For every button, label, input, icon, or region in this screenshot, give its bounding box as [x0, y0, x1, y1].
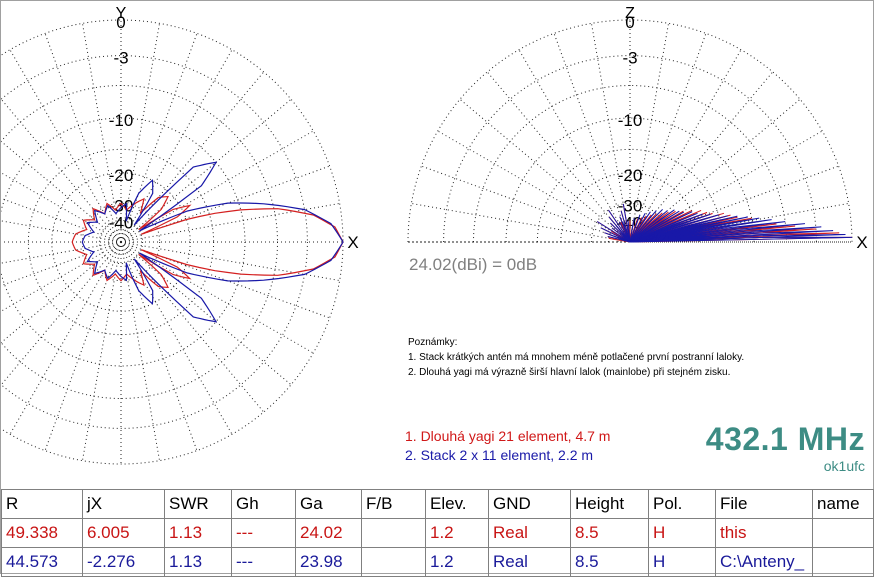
cell-gnd: Real	[489, 519, 571, 548]
azimuth-grid-spoke	[1, 242, 121, 385]
col-header-gnd[interactable]: GND	[489, 490, 571, 519]
azimuth-ring-label: -10	[109, 111, 134, 130]
col-header-r[interactable]: R	[2, 490, 83, 519]
azimuth-ring-label: -40	[109, 213, 134, 232]
cell-height: 8.5	[571, 519, 649, 548]
azimuth-grid-spoke	[1, 242, 121, 318]
cell-file: this	[716, 519, 813, 548]
notes-heading: Poznámky:	[408, 335, 744, 350]
notes-panel: Poznámky: 1. Stack krátkých antén má mno…	[408, 335, 744, 380]
elevation-axis-top-label: Z	[625, 5, 635, 22]
cell-swr: 1.13	[165, 519, 232, 548]
col-header-jx[interactable]: jX	[83, 490, 165, 519]
cell-ga: 23.98	[296, 548, 362, 577]
azimuth-grid-spoke	[121, 131, 313, 242]
cell-fb	[362, 519, 426, 548]
col-header-name[interactable]: name	[813, 490, 874, 519]
table-header-row: R jX SWR Gh Ga F/B Elev. GND Height Pol.…	[2, 490, 874, 519]
azimuth-ring-label: -20	[109, 166, 134, 185]
cell-swr: 1.13	[165, 548, 232, 577]
elevation-grid-spoke	[411, 203, 630, 242]
elevation-grid-spoke	[487, 72, 630, 242]
results-table: R jX SWR Gh Ga F/B Elev. GND Height Pol.…	[1, 489, 874, 577]
cell-height: 8.5	[571, 548, 649, 577]
azimuth-grid-spoke	[1, 131, 121, 242]
callsign-label: ok1ufc	[824, 458, 865, 474]
table-row[interactable]: 49.338 6.005 1.13 --- 24.02 1.2 Real 8.5…	[2, 519, 874, 548]
note-line-1: 1. Stack krátkých antén má mnohem méně p…	[408, 350, 744, 365]
cell-jx: -2.276	[83, 548, 165, 577]
col-header-fb[interactable]: F/B	[362, 490, 426, 519]
note-line-2: 2. Dlouhá yagi má výrazně širší hlavní l…	[408, 365, 744, 380]
legend: 1. Dlouhá yagi 21 element, 4.7 m 2. Stac…	[405, 427, 610, 465]
azimuth-axis-right-label: X	[347, 233, 358, 252]
cell-gh: ---	[232, 519, 296, 548]
table-row[interactable]: 44.573 -2.276 1.13 --- 23.98 1.2 Real 8.…	[2, 548, 874, 577]
azimuth-grid-spoke	[1, 99, 121, 242]
cell-gnd: Real	[489, 548, 571, 577]
cell-pol: H	[649, 548, 716, 577]
legend-item-series-2: 2. Stack 2 x 11 element, 2.2 m	[405, 446, 610, 465]
cell-gh: ---	[232, 548, 296, 577]
azimuth-grid-spoke	[121, 99, 291, 242]
cell-jx: 6.005	[83, 519, 165, 548]
azimuth-grid-spoke	[121, 242, 313, 353]
elevation-axis-right-label: X	[856, 233, 867, 252]
elevation-grid-spoke	[438, 131, 630, 242]
azimuth-grid-ring-3	[1, 118, 245, 366]
azimuth-grid-spoke	[1, 242, 121, 353]
azimuth-grid-ring-2	[1, 85, 278, 398]
elevation-grid-spoke	[519, 50, 630, 242]
col-header-file[interactable]: File	[716, 490, 813, 519]
azimuth-grid-spoke	[121, 242, 340, 281]
cell-r: 44.573	[2, 548, 83, 577]
cell-file: C:\Anteny_	[716, 548, 813, 577]
cell-pol: H	[649, 519, 716, 548]
col-header-pol[interactable]: Pol.	[649, 490, 716, 519]
azimuth-ring-label: -3	[113, 49, 128, 68]
col-header-ga[interactable]: Ga	[296, 490, 362, 519]
legend-item-series-1: 1. Dlouhá yagi 21 element, 4.7 m	[405, 427, 610, 446]
gain-reference: 24.02(dBi) = 0dB	[409, 255, 537, 275]
col-header-height[interactable]: Height	[571, 490, 649, 519]
col-header-swr[interactable]: SWR	[165, 490, 232, 519]
azimuth-grid-spoke	[45, 242, 121, 451]
elevation-ring-label: -3	[622, 49, 637, 68]
azimuth-axis-top-label: Y	[116, 5, 127, 22]
azimuth-grid-spoke	[1, 203, 121, 242]
col-header-elev[interactable]: Elev.	[426, 490, 489, 519]
azimuth-grid-spoke	[1, 166, 121, 242]
cell-fb	[362, 548, 426, 577]
cell-ga: 24.02	[296, 519, 362, 548]
cell-r: 49.338	[2, 519, 83, 548]
cell-name	[813, 519, 874, 548]
frequency-label: 432.1 MHz	[706, 421, 865, 458]
cell-elev: 1.2	[426, 519, 489, 548]
col-header-gh[interactable]: Gh	[232, 490, 296, 519]
elevation-ring-label: -20	[618, 166, 643, 185]
cell-name	[813, 548, 874, 577]
elevation-ring-label: -10	[618, 111, 643, 130]
elevation-grid-spoke	[421, 166, 630, 242]
cell-elev: 1.2	[426, 548, 489, 577]
azimuth-grid-spoke	[1, 242, 121, 281]
